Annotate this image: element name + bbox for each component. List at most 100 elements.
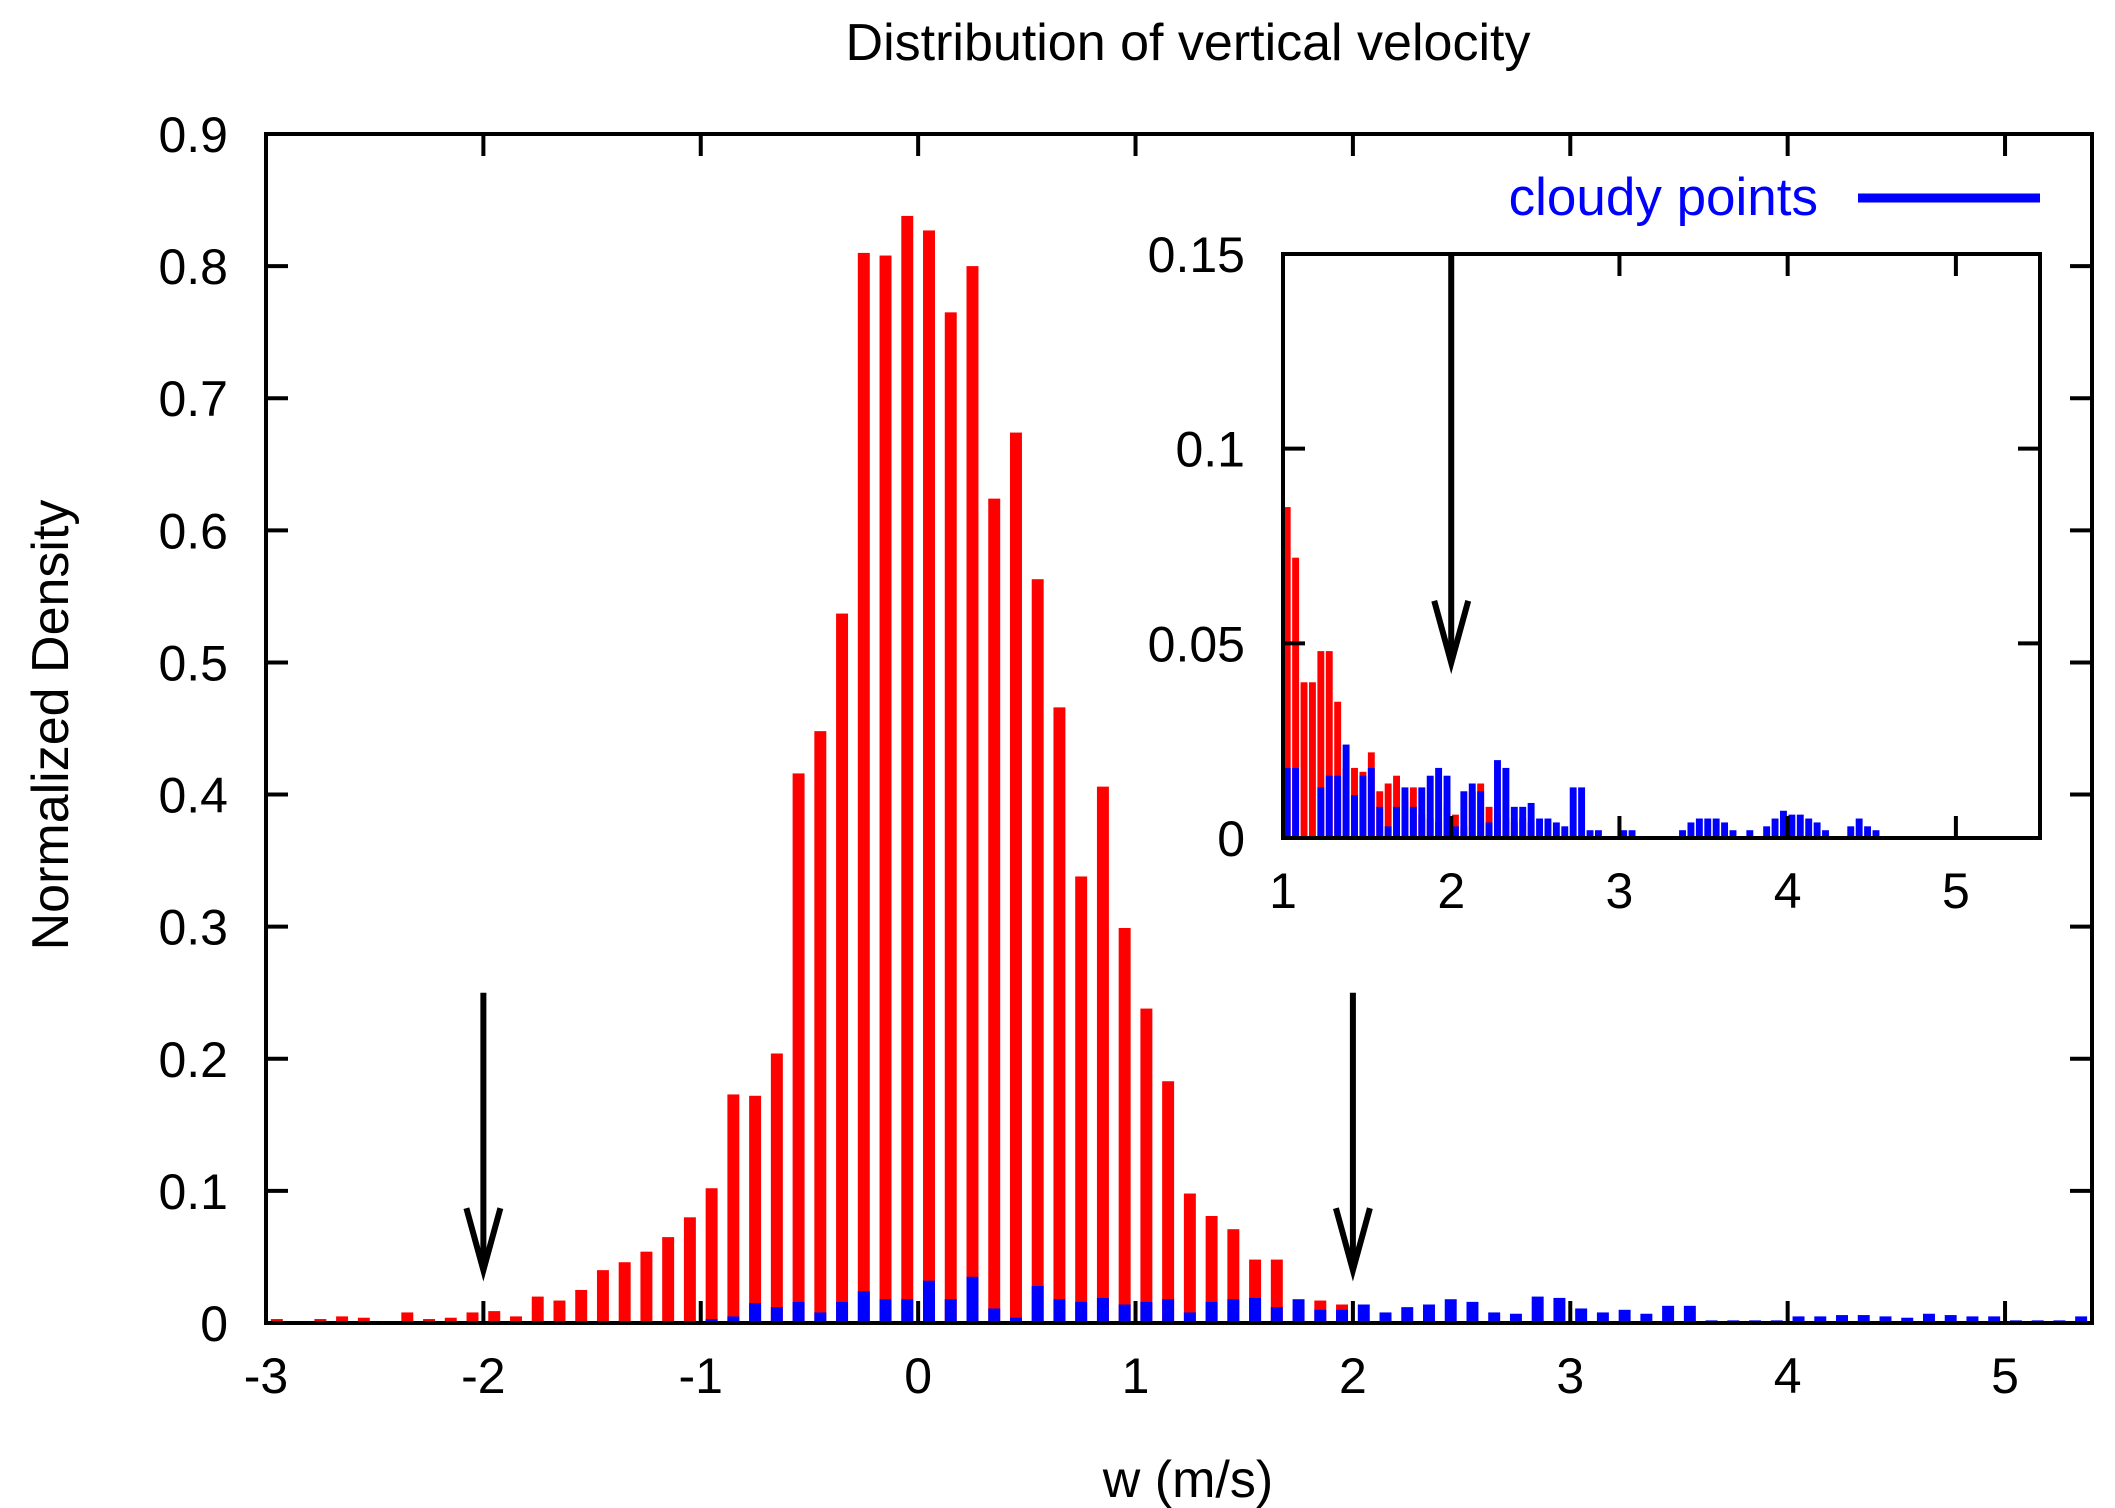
inset-bar-cloudy xyxy=(1527,802,1535,838)
inset-bar-cloudy xyxy=(1393,806,1400,838)
inset-bar-cloudy xyxy=(1763,826,1771,838)
main-bar-cloudy xyxy=(1618,1309,1631,1323)
main-bar-all xyxy=(988,498,1001,1323)
main-bar-all xyxy=(770,1053,783,1323)
inset-arrows-group xyxy=(1431,254,1472,675)
main-bar-cloudy xyxy=(1205,1301,1218,1323)
inset-bar-cloudy xyxy=(1822,830,1829,838)
main-bar-all xyxy=(444,1317,457,1323)
main-bar-cloudy xyxy=(1640,1313,1653,1323)
main-bar-all xyxy=(618,1262,631,1323)
main-bar-cloudy xyxy=(2075,1316,2088,1323)
main-bar-cloudy xyxy=(1879,1316,1892,1323)
main-bar-all xyxy=(1249,1259,1262,1323)
inset-bar-cloudy xyxy=(1359,775,1367,838)
main-bar-cloudy xyxy=(1118,1304,1131,1323)
main-bar-cloudy xyxy=(1509,1313,1522,1323)
main-bar-cloudy xyxy=(1596,1312,1609,1323)
inset-bar-cloudy xyxy=(1544,818,1552,838)
main-x-tick-label: 0 xyxy=(904,1348,932,1404)
main-bar-cloudy xyxy=(966,1276,979,1323)
inset-x-tick-label: 2 xyxy=(1437,863,1465,919)
inset-bar-all xyxy=(1384,783,1392,838)
inset-bar-all xyxy=(1292,557,1300,838)
main-bar-cloudy xyxy=(836,1301,849,1323)
main-bar-cloudy xyxy=(1531,1296,1544,1323)
inset-bar-cloudy xyxy=(1384,826,1392,838)
main-bar-cloudy xyxy=(1336,1309,1349,1323)
main-bar-cloudy xyxy=(1249,1297,1262,1323)
main-bar-all xyxy=(488,1311,501,1323)
main-arrow-head xyxy=(1333,1207,1373,1282)
main-x-tick-label: 3 xyxy=(1556,1348,1584,1404)
main-bar-cloudy xyxy=(1901,1317,1914,1323)
inset-bar-cloudy xyxy=(1409,806,1417,838)
main-bar-all xyxy=(836,613,849,1323)
main-bar-all xyxy=(1270,1259,1283,1323)
main-bar-cloudy xyxy=(857,1291,870,1323)
inset-group: 1 2 3 4 5 0 0.05 0.1 0.15 xyxy=(1148,227,2042,919)
inset-bar-cloudy xyxy=(1376,806,1384,838)
main-bar-all xyxy=(1205,1215,1218,1323)
inset-y-tick-label: 0.1 xyxy=(1175,422,1245,478)
main-bar-cloudy xyxy=(1075,1301,1088,1323)
main-bar-all xyxy=(966,266,979,1323)
inset-bar-cloudy xyxy=(1586,830,1594,838)
main-bar-all xyxy=(683,1217,696,1323)
main-bar-cloudy xyxy=(1792,1316,1805,1323)
inset-bar-cloudy xyxy=(1578,787,1586,838)
main-arrow-head xyxy=(463,1207,504,1282)
inset-x-tick-label: 5 xyxy=(1942,863,1970,919)
main-bar-cloudy xyxy=(1836,1315,1848,1323)
inset-x-tick-label: 1 xyxy=(1269,863,1297,919)
inset-bar-cloudy xyxy=(1746,830,1754,838)
inset-bar-cloudy xyxy=(1477,791,1485,838)
main-bar-all xyxy=(510,1316,522,1323)
main-x-tick-label: 2 xyxy=(1339,1348,1367,1404)
main-bar-cloudy xyxy=(1183,1312,1196,1323)
main-bar-all xyxy=(662,1237,675,1323)
main-bar-all xyxy=(1140,1008,1153,1323)
inset-bar-cloudy xyxy=(1872,830,1880,838)
inset-bar-cloudy xyxy=(1502,767,1510,838)
main-bar-cloudy xyxy=(1357,1304,1370,1323)
main-bar-all xyxy=(553,1300,566,1323)
inset-bar-cloudy xyxy=(1519,806,1527,838)
main-bar-all xyxy=(357,1317,370,1323)
inset-bar-cloudy xyxy=(1426,775,1434,838)
inset-bar-cloudy xyxy=(1771,818,1779,838)
main-y-tick-label: 0 xyxy=(200,1296,228,1352)
main-bars-group xyxy=(270,215,2088,1324)
main-bar-all xyxy=(336,1316,349,1323)
main-bar-all xyxy=(1162,1081,1175,1323)
main-axes-group: -3 -2 -1 0 1 2 3 4 500.10.20.30.40.50.60.70.80.9 xyxy=(158,107,2094,1404)
inset-bar-cloudy xyxy=(1494,760,1501,838)
inset-bar-cloudy xyxy=(1401,787,1409,838)
main-bar-cloudy xyxy=(1053,1299,1066,1323)
main-bar-cloudy xyxy=(1683,1305,1696,1323)
inset-bar-cloudy xyxy=(1620,830,1628,838)
inset-bar-all xyxy=(1334,701,1342,838)
inset-bar-cloudy xyxy=(1695,818,1703,838)
inset-bar-all xyxy=(1308,682,1316,838)
main-bar-all xyxy=(792,773,805,1323)
main-y-tick-label: 0.9 xyxy=(158,107,228,163)
inset-bar-cloudy xyxy=(1813,822,1821,838)
inset-bar-cloudy xyxy=(1729,830,1737,838)
main-bar-cloudy xyxy=(1292,1299,1305,1323)
main-bar-all xyxy=(944,312,957,1324)
main-bar-cloudy xyxy=(1814,1316,1827,1323)
main-bar-all xyxy=(923,230,935,1324)
inset-bar-cloudy xyxy=(1510,806,1518,838)
inset-plot-frame xyxy=(1281,252,2042,840)
main-bar-cloudy xyxy=(792,1301,805,1323)
main-bar-cloudy xyxy=(1944,1315,1957,1323)
inset-bar-cloudy xyxy=(1443,775,1451,838)
inset-bar-cloudy xyxy=(1805,818,1813,838)
main-y-tick-label: 0.4 xyxy=(158,768,228,824)
main-y-tick-label: 0.8 xyxy=(158,239,228,295)
inset-axes-group: 1 2 3 4 5 0 0.05 0.1 0.15 xyxy=(1148,227,2042,919)
legend: cloudy points xyxy=(1509,168,2040,227)
main-bar-cloudy xyxy=(1270,1307,1283,1323)
